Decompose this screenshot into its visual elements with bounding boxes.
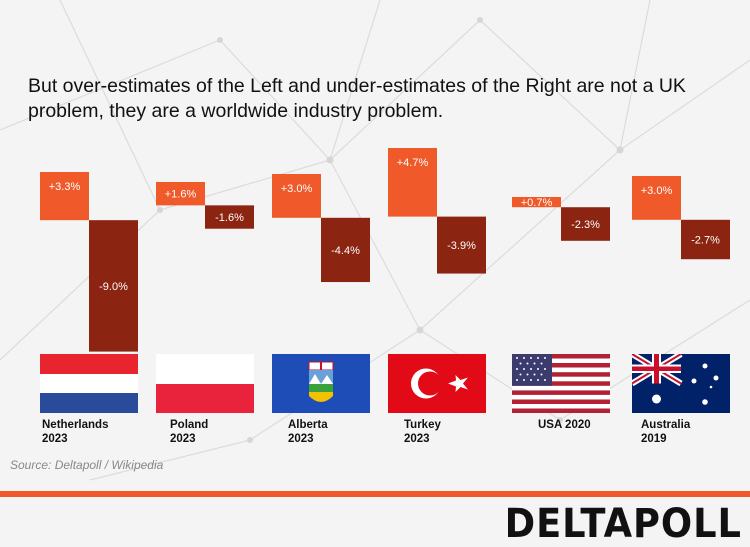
data-label-right: -9.0% — [99, 281, 128, 293]
deltapoll-logo: DELTAPOLL — [504, 501, 742, 547]
netherlands-flag-icon — [40, 354, 138, 413]
bar-right-error — [205, 205, 254, 229]
country-name: Australia — [641, 419, 691, 431]
country-label: Turkey 2023 — [404, 418, 441, 446]
alberta-flag-icon — [272, 354, 370, 413]
country-name: USA 2020 — [538, 419, 591, 431]
country-year: 2023 — [404, 433, 430, 445]
data-label-right: -4.4% — [331, 245, 360, 257]
data-label-left: +1.6% — [165, 189, 197, 201]
country-year: 2023 — [170, 433, 196, 445]
bar-left-error — [388, 148, 437, 217]
country-year: 2019 — [641, 433, 667, 445]
data-label-right: -2.7% — [691, 235, 720, 247]
bar-left-error — [40, 172, 89, 221]
bar-left-error — [512, 197, 561, 208]
bar-left-error — [156, 182, 205, 206]
data-label-left: +3.0% — [641, 185, 673, 197]
poland-flag-icon — [156, 354, 254, 413]
bar-chart: +3.3% -9.0% +1.6% -1.6% +3.0% -4.4% +4.7% -3.9%… — [40, 148, 730, 352]
country-label: Australia 2019 — [641, 418, 690, 446]
country-label: USA 2020 — [538, 418, 591, 432]
country-name: Netherlands — [42, 419, 109, 431]
country-year: 2023 — [288, 433, 314, 445]
data-label-left: +3.0% — [281, 183, 313, 195]
data-label-right: -3.9% — [447, 240, 476, 252]
australia-flag-icon — [632, 354, 730, 413]
source-note: Source: Deltapoll / Wikipedia — [10, 458, 164, 472]
country-label: Netherlands 2023 — [42, 418, 108, 446]
page-title: But over-estimates of the Left and under… — [28, 75, 686, 122]
data-label-left: +4.7% — [397, 157, 429, 169]
data-label-left: +0.7% — [521, 197, 553, 209]
bar-right-error — [321, 217, 370, 283]
bar-right-error — [561, 207, 610, 241]
bar-left-error — [632, 176, 681, 220]
accent-divider — [0, 491, 750, 497]
usa-flag-icon — [512, 354, 610, 413]
bar-right-error — [437, 216, 486, 274]
data-label-left: +3.3% — [49, 181, 81, 193]
bar-right-error — [681, 219, 730, 260]
turkey-flag-icon — [388, 354, 486, 413]
country-name: Turkey — [404, 419, 441, 431]
data-label-right: -1.6% — [215, 212, 244, 224]
bar-right-error — [89, 220, 138, 352]
country-year: 2023 — [42, 433, 68, 445]
data-label-right: -2.3% — [571, 219, 600, 231]
country-name: Poland — [170, 419, 209, 431]
country-label: Alberta 2023 — [288, 418, 328, 446]
country-label: Poland 2023 — [170, 418, 208, 446]
bar-left-error — [272, 174, 321, 218]
country-name: Alberta — [288, 419, 328, 431]
